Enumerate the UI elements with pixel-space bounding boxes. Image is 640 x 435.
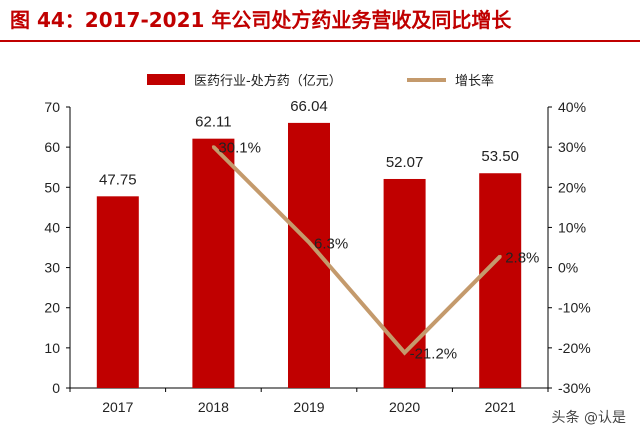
y-left-tick-label: 60 — [44, 139, 60, 155]
legend-line-label: 增长率 — [455, 73, 494, 89]
x-tick-label: 2018 — [198, 399, 229, 415]
y-right-tick-label: -10% — [558, 300, 591, 316]
growth-rate-label: 6.3% — [314, 235, 348, 252]
y-left-tick-label: 0 — [52, 380, 60, 396]
y-right-tick-label: -20% — [558, 340, 591, 356]
y-left-tick-label: 20 — [44, 300, 60, 316]
growth-rate-point — [403, 351, 407, 355]
growth-rate-line — [211, 145, 502, 356]
title-rule — [0, 40, 640, 42]
x-tick-label: 2017 — [102, 399, 133, 415]
growth-rate-label: 2.8% — [505, 249, 539, 266]
x-tick-label: 2019 — [293, 399, 324, 415]
watermark: 头条 @认是 — [551, 410, 626, 426]
y-right-tick-label: 10% — [558, 219, 586, 235]
y-right-tick-label: 30% — [558, 139, 586, 155]
y-right-tick-label: 20% — [558, 179, 586, 195]
y-right-tick-label: 40% — [558, 99, 586, 115]
y-right-tick-label: -30% — [558, 380, 591, 396]
chart-title: 图 44：2017-2021 年公司处方药业务营收及同比增长 — [10, 8, 512, 32]
y-left-tick-label: 40 — [44, 219, 60, 235]
y-left-tick-label: 10 — [44, 340, 60, 356]
x-tick-label: 2021 — [485, 399, 516, 415]
y-left-tick-label: 50 — [44, 179, 60, 195]
growth-rate-point — [211, 145, 215, 149]
growth-rate-point — [498, 254, 502, 258]
y-left-tick-label: 30 — [44, 260, 60, 276]
x-tick-label: 2020 — [389, 399, 420, 415]
y-left-tick-label: 70 — [44, 99, 60, 115]
bar-2018 — [192, 138, 235, 388]
growth-rate-point — [307, 240, 311, 244]
growth-rate-label: -21.2% — [410, 346, 458, 363]
bar-value-label: 66.04 — [290, 98, 328, 115]
bar-2019 — [288, 122, 330, 388]
legend-bar-swatch — [147, 74, 185, 85]
bar-value-label: 53.50 — [481, 148, 519, 165]
bar-value-label: 47.75 — [99, 171, 137, 188]
bar-value-label: 62.11 — [195, 114, 231, 131]
bar-2017 — [96, 196, 139, 388]
growth-rate-label: 30.1% — [218, 140, 261, 157]
bar-2021 — [479, 173, 522, 388]
y-right-tick-label: 0% — [558, 260, 578, 276]
legend-bar-label: 医药行业-处方药（亿元） — [194, 73, 342, 89]
bar-value-label: 52.07 — [386, 154, 424, 171]
